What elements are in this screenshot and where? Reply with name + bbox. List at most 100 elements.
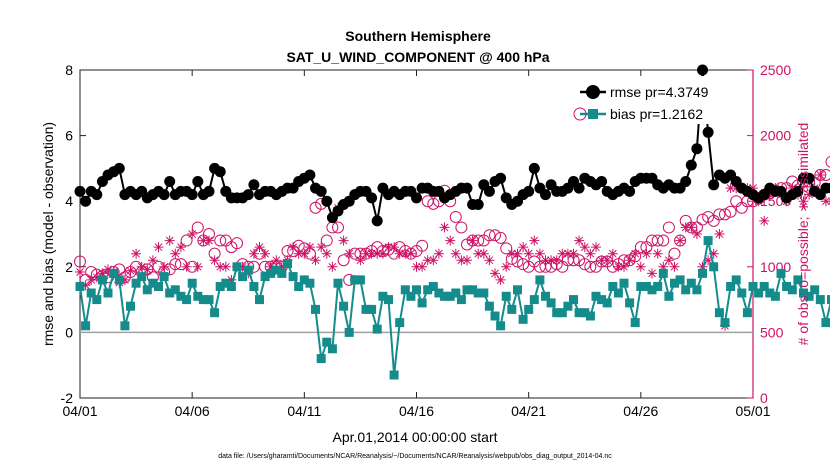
y-left-axis-ticks: -2 0 2 4 6 8 <box>61 62 86 406</box>
rmse-point <box>483 185 495 197</box>
assimilated-obs-marker <box>506 248 517 259</box>
rmse-point <box>540 189 551 201</box>
x-tick-label: 04/26 <box>623 403 658 419</box>
assimilated-obs-marker <box>748 183 758 194</box>
bias-point <box>619 278 629 288</box>
bias-point <box>412 285 421 295</box>
bias-point <box>641 282 651 291</box>
assimilated-obs-marker <box>361 248 371 259</box>
bias-point <box>406 291 416 301</box>
rmse-point <box>321 195 333 207</box>
assimilated-obs-marker <box>237 261 248 272</box>
assimilated-obs-marker <box>439 222 450 233</box>
bias-point <box>591 291 601 301</box>
bias-point <box>821 318 830 328</box>
bias-point <box>585 311 595 321</box>
bias-point <box>552 308 562 318</box>
y-right-tick-label: 2000 <box>760 128 791 144</box>
assimilated-obs-marker <box>405 248 416 259</box>
assimilated-obs-marker <box>607 248 618 259</box>
bias-point <box>400 285 410 295</box>
bias-point <box>176 291 186 301</box>
rmse-point <box>411 192 422 204</box>
assimilated-obs-marker <box>86 274 97 285</box>
bias-point <box>490 311 500 321</box>
bias-point <box>198 295 208 305</box>
assimilated-obs-marker <box>708 248 719 259</box>
assimilated-obs-marker <box>619 261 629 272</box>
bias-point <box>513 285 522 295</box>
bias-point <box>182 295 192 305</box>
bias-point <box>720 318 730 328</box>
assimilated-obs-marker <box>562 248 573 259</box>
bias-point <box>344 327 354 337</box>
x-tick-label: 04/11 <box>287 403 321 419</box>
assimilated-obs-marker <box>630 248 641 259</box>
possible-obs-marker <box>578 258 591 271</box>
rmse-point <box>304 169 316 181</box>
bias-point <box>613 288 623 298</box>
bias-point <box>754 288 764 298</box>
assimilated-obs-marker <box>467 235 478 246</box>
bias-point <box>468 285 478 295</box>
assimilated-obs-marker <box>215 261 226 272</box>
x-tick-label: 04/21 <box>511 403 546 419</box>
rmse-point <box>74 185 86 197</box>
assimilated-obs-marker <box>652 248 663 259</box>
bias-point <box>109 268 119 278</box>
possible-obs-marker <box>231 237 244 250</box>
bias-point <box>355 275 365 285</box>
assimilated-obs-marker <box>428 255 439 266</box>
bias-point <box>462 285 472 295</box>
assimilated-obs-marker <box>602 255 613 266</box>
assimilated-obs-marker <box>663 255 674 266</box>
chart-subtitle: SAT_U_WIND_COMPONENT @ 400 hPa <box>286 49 549 65</box>
assimilated-obs-marker <box>422 255 433 266</box>
assimilated-obs-marker <box>265 261 276 272</box>
bias-point <box>378 291 388 301</box>
assimilated-obs-marker <box>338 235 349 246</box>
chart-title: Southern Hemisphere <box>345 28 491 44</box>
possible-obs-marker <box>191 221 204 234</box>
bias-point <box>670 278 679 288</box>
bias-point <box>389 370 399 380</box>
bias-point <box>154 282 163 291</box>
possible-obs-marker <box>668 247 681 260</box>
y-left-tick-label: 2 <box>65 259 73 275</box>
rmse-point <box>242 189 254 201</box>
legend: rmse pr=4.3749 bias pr=1.2162 <box>572 76 748 124</box>
y-left-tick-label: 4 <box>65 193 73 209</box>
bias-series <box>75 236 830 380</box>
bias-point <box>327 344 337 354</box>
assimilated-obs-marker <box>591 242 601 253</box>
assimilated-obs-marker <box>400 248 411 259</box>
assimilated-obs-marker <box>658 261 669 272</box>
possible-obs-marker <box>634 241 647 254</box>
bias-point <box>709 262 719 272</box>
bias-point <box>288 272 298 282</box>
assimilated-obs-marker <box>585 248 596 259</box>
bias-point <box>311 304 320 314</box>
bias-point <box>339 301 349 311</box>
bias-point <box>255 295 264 305</box>
legend-possible-marker <box>573 107 587 121</box>
bias-point <box>608 282 618 291</box>
y-right-tick-label: 0 <box>760 390 768 406</box>
bias-point <box>692 285 702 295</box>
rmse-point <box>702 126 714 138</box>
bias-point <box>597 295 607 305</box>
bias-point <box>681 285 691 295</box>
bias-point <box>742 308 752 318</box>
assimilated-obs-marker <box>462 255 472 266</box>
x-tick-label: 04/01 <box>62 403 97 419</box>
assimilated-obs-marker <box>456 255 467 266</box>
assimilated-obs-marker <box>125 265 136 276</box>
rmse-point <box>523 185 535 197</box>
bias-point <box>748 282 758 291</box>
possible-obs-marker <box>416 239 429 252</box>
rmse-point <box>596 176 608 187</box>
rmse-point <box>792 185 804 197</box>
y-left-tick-label: 0 <box>65 324 73 340</box>
bias-point <box>602 298 612 308</box>
assimilated-obs-marker <box>433 248 444 259</box>
